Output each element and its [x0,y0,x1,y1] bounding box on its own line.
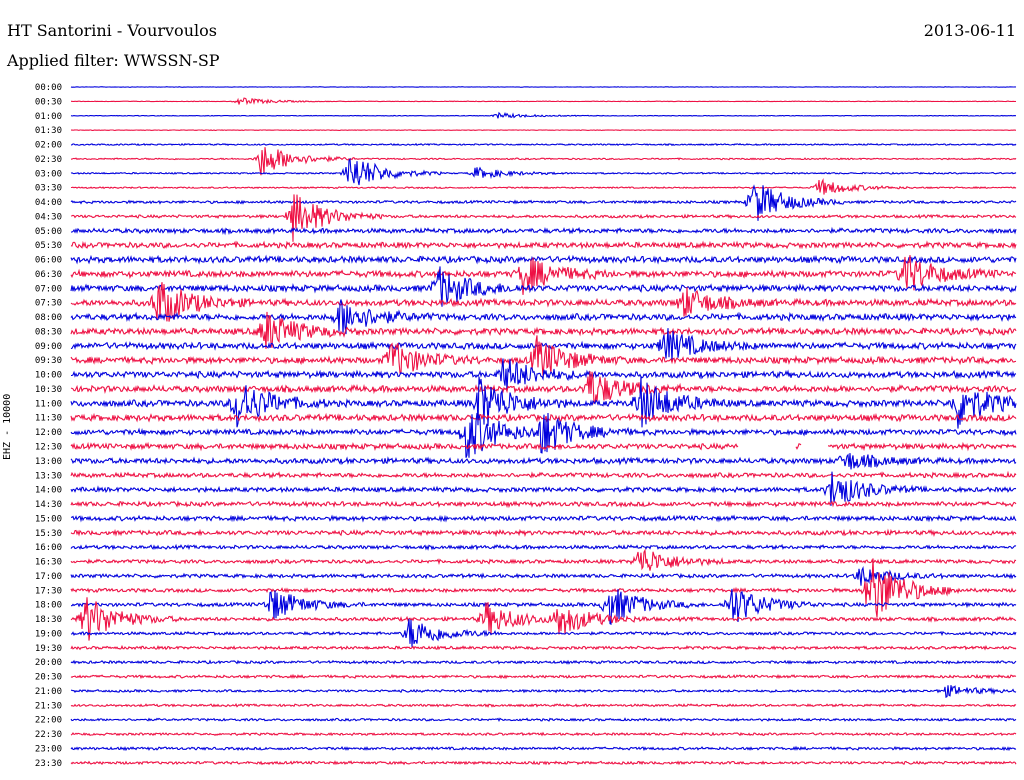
trace-row [70,543,1017,551]
trace-row [70,157,1017,186]
row-time-label: 15:00 [35,514,62,524]
trace-row [70,226,1017,236]
row-time-label: 04:30 [35,212,62,222]
trace-row [70,548,1017,571]
row-time-label: 02:30 [35,155,62,165]
row-time-label: 12:30 [35,443,62,453]
trace-row [70,328,1017,362]
trace-row [70,299,1017,335]
trace-row [70,760,1017,766]
trace-row [70,558,1017,618]
trace-row [70,412,1017,458]
row-time-label: 11:00 [35,399,62,409]
trace-row [70,471,1017,506]
trace-row [70,111,1016,119]
trace-row [70,194,1017,242]
row-time-label: 19:30 [35,644,62,654]
row-time-label: 22:30 [35,730,62,740]
row-time-label: 22:00 [35,716,62,726]
row-time-label: 14:00 [35,486,62,496]
trace-row [70,441,1017,452]
trace-row [71,588,1017,625]
row-time-label: 21:30 [35,701,62,711]
row-time-label: 14:30 [35,500,62,510]
row-time-label: 01:30 [35,126,62,136]
row-time-label: 03:00 [35,169,62,179]
row-time-label: 07:00 [35,284,62,294]
row-time-label: 23:00 [35,744,62,754]
trace-row [70,731,1017,737]
row-time-label: 04:00 [35,198,62,208]
row-time-label: 09:00 [35,342,62,352]
row-time-label: 12:00 [35,428,62,438]
row-time-label: 23:30 [35,759,62,769]
trace-row [70,86,1017,88]
row-time-label: 00:00 [35,83,62,93]
trace-row [70,282,1017,322]
trace-row [70,254,1017,265]
row-time-label: 15:30 [35,529,62,539]
row-time-label: 13:00 [35,457,62,467]
trace-row [70,717,1017,723]
row-time-label: 08:30 [35,327,62,337]
trace-row [70,514,1017,523]
trace-row [70,745,1017,752]
trace-row [70,147,1017,176]
trace-row [70,528,1017,538]
trace-row [70,129,1016,132]
row-time-label: 01:00 [35,112,62,122]
filter-label: Applied filter: WWSSN-SP [7,51,220,70]
trace-row [70,266,1017,307]
row-time-label: 18:00 [35,601,62,611]
row-time-label: 08:00 [35,313,62,323]
trace-row [70,673,1017,680]
trace-row [70,184,1017,221]
trace-row [70,142,1017,147]
trace-row [71,97,1017,106]
row-time-label: 05:30 [35,241,62,251]
trace-row [70,470,1017,480]
trace-row [71,358,1017,391]
station-title: HT Santorini - Vourvoulos [7,21,217,40]
trace-row [70,644,1017,651]
row-time-label: 17:00 [35,572,62,582]
row-time-label: 19:00 [35,629,62,639]
row-time-label: 20:00 [35,658,62,668]
trace-row [70,311,1017,349]
row-time-label: 20:30 [35,673,62,683]
row-time-label: 10:00 [35,371,62,381]
trace-row [70,703,1017,708]
trace-row [70,618,1017,647]
row-time-label: 18:30 [35,615,62,625]
trace-row [70,597,1017,641]
row-time-label: 10:30 [35,385,62,395]
trace-row [70,566,1017,586]
row-time-label: 17:30 [35,586,62,596]
row-time-label: 02:00 [35,141,62,151]
row-time-label: 21:00 [35,687,62,697]
trace-row [70,685,1017,699]
trace-row [70,255,1017,295]
row-time-label: 03:30 [35,184,62,194]
date-label: 2013-06-11 [923,21,1016,40]
row-time-label: 16:30 [35,558,62,568]
row-time-label: 06:30 [35,270,62,280]
row-time-label: 06:00 [35,256,62,266]
trace-row [70,371,1017,405]
trace-row [70,500,1017,509]
trace-row [70,376,1017,429]
row-time-label: 00:30 [35,97,62,107]
row-time-label: 09:30 [35,356,62,366]
trace-row [70,240,1017,250]
row-time-label: 11:30 [35,414,62,424]
trace-row [70,178,1017,195]
row-time-label: 13:30 [35,471,62,481]
row-time-label: 05:00 [35,227,62,237]
trace-row [70,659,1017,665]
row-time-label: 16:00 [35,543,62,553]
row-time-label: 07:30 [35,299,62,309]
trace-row [70,453,1017,470]
